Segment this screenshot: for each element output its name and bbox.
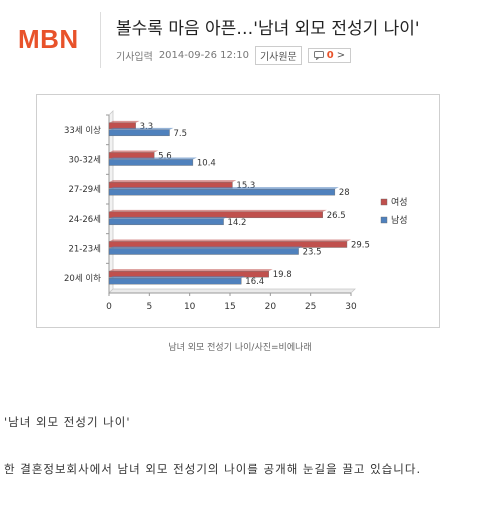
data-label: 28 — [339, 188, 350, 198]
x-tick-label: 30 — [345, 302, 357, 312]
age-peak-bar-chart: 0 5 10 15 20 25 30 33세 이상 3.3 7.5 30-32세 5.6 10.4 27-… — [64, 110, 408, 312]
chevron-right-icon: > — [336, 50, 346, 61]
chart-image: 0 5 10 15 20 25 30 33세 이상 3.3 7.5 30-32세 5.6 10.4 27-… — [36, 94, 440, 328]
legend-label-female: 여성 — [391, 196, 408, 208]
bar-female-top — [109, 120, 140, 123]
published-label: 기사입력 — [116, 52, 153, 63]
x-tick-label: 0 — [106, 302, 112, 312]
article-meta: 기사입력 2014-09-26 12:10 기사원문 0 > — [116, 46, 352, 65]
bar-male — [108, 248, 299, 255]
category-label: 30-32세 — [68, 156, 101, 166]
bar-female-top — [109, 209, 327, 212]
bar-male-top — [109, 276, 246, 279]
bar-female-top — [109, 150, 159, 153]
x-tick-label: 20 — [265, 302, 277, 312]
bar-male-top — [109, 157, 197, 160]
x-tick-label: 15 — [224, 302, 235, 312]
original-article-button[interactable]: 기사원문 — [254, 46, 302, 65]
data-label: 3.3 — [140, 122, 154, 132]
bar-male — [108, 277, 242, 285]
data-label: 7.5 — [174, 129, 188, 139]
data-label: 10.4 — [197, 159, 216, 169]
bar-male-top — [109, 246, 303, 249]
bar-male — [108, 159, 194, 166]
mbn-logo[interactable]: MBN — [18, 24, 79, 54]
comment-button[interactable]: 0 > — [307, 48, 352, 63]
category-label: 20세 이하 — [64, 273, 101, 284]
bar-male — [108, 218, 224, 226]
bar-male-top — [109, 127, 174, 130]
data-label: 23.5 — [303, 248, 322, 258]
category-label: 27-29세 — [68, 185, 101, 195]
chart-side-wall — [108, 110, 114, 294]
data-label: 14.2 — [228, 218, 247, 228]
bar-female-top — [109, 180, 237, 183]
image-caption: 남녀 외모 전성기 나이/사진=비에나래 — [168, 343, 312, 353]
comment-icon — [313, 51, 324, 60]
bar-male-top — [109, 187, 339, 190]
chart-floor — [108, 288, 356, 294]
category-label: 24-26세 — [68, 215, 101, 225]
data-label: 19.8 — [273, 270, 292, 280]
x-tick-label: 10 — [184, 302, 196, 312]
data-label: 16.4 — [245, 277, 264, 287]
legend-swatch-male — [380, 216, 388, 224]
data-label: 29.5 — [351, 241, 370, 251]
category-label: 33세 이상 — [64, 125, 101, 136]
article-quote: '남녀 외모 전성기 나이' — [4, 415, 131, 429]
article-title: 볼수록 마음 아픈…'남녀 외모 전성기 나이' — [116, 19, 420, 39]
bar-female-top — [109, 239, 351, 242]
bar-male-top — [109, 216, 228, 219]
bar-female-top — [109, 269, 273, 272]
category-label: 21-23세 — [68, 245, 101, 255]
published-date: 2014-09-26 12:10 — [158, 50, 249, 61]
legend-swatch-female — [380, 198, 388, 206]
data-label: 15.3 — [236, 181, 255, 191]
article-header: MBN 볼수록 마음 아픈…'남녀 외모 전성기 나이' 기사입력 2014-0… — [0, 0, 480, 78]
header-divider — [100, 12, 101, 68]
data-label: 5.6 — [158, 152, 172, 162]
x-tick-label: 25 — [305, 302, 316, 312]
x-tick-label: 5 — [146, 302, 152, 312]
data-label: 26.5 — [327, 211, 346, 221]
comment-count: 0 — [326, 50, 334, 61]
bar-male — [108, 129, 170, 137]
bar-male — [108, 188, 336, 196]
article-paragraph: 한 결혼정보회사에서 남녀 외모 전성기의 나이를 공개해 눈길을 끌고 있습니… — [4, 462, 422, 476]
legend-label-male: 남성 — [391, 215, 408, 226]
